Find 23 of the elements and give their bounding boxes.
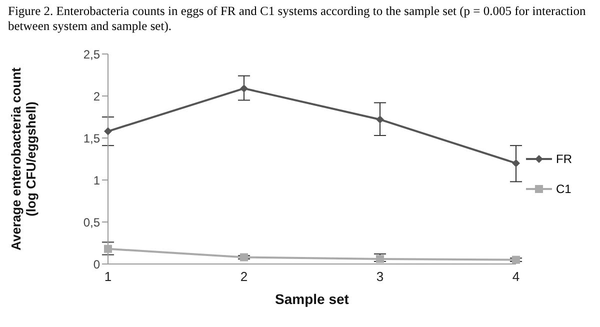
x-tick-label: 3	[376, 269, 384, 284]
x-tick-label: 2	[240, 269, 248, 284]
y-tick-label: 1	[93, 173, 100, 188]
x-axis-title: Sample set	[275, 291, 350, 307]
x-tick-label: 4	[512, 269, 520, 284]
y-tick-label: 2	[93, 89, 100, 104]
legend-label: FR	[556, 152, 572, 166]
point	[240, 84, 248, 92]
point	[240, 253, 248, 262]
point	[512, 159, 520, 168]
y-tick-label: 0,5	[83, 215, 100, 230]
point	[104, 244, 112, 253]
y-tick-label: 0	[93, 257, 100, 272]
point	[104, 127, 112, 136]
point	[376, 116, 384, 124]
point	[512, 256, 520, 264]
legend-label: C1	[556, 182, 572, 196]
x-tick-label: 1	[104, 269, 112, 284]
y-axis-title: Average enterobacteria count (log CFU/eggshell)	[8, 66, 38, 251]
chart-title: Figure 2. Enterobacteria counts in eggs of FR and C1 systems according to the sample set (p = 0.005 for interaction between system and sample set).	[8, 4, 587, 34]
y-tick-label: 2,5	[83, 47, 100, 62]
y-tick-label: 1,5	[83, 131, 100, 146]
point	[376, 254, 384, 263]
